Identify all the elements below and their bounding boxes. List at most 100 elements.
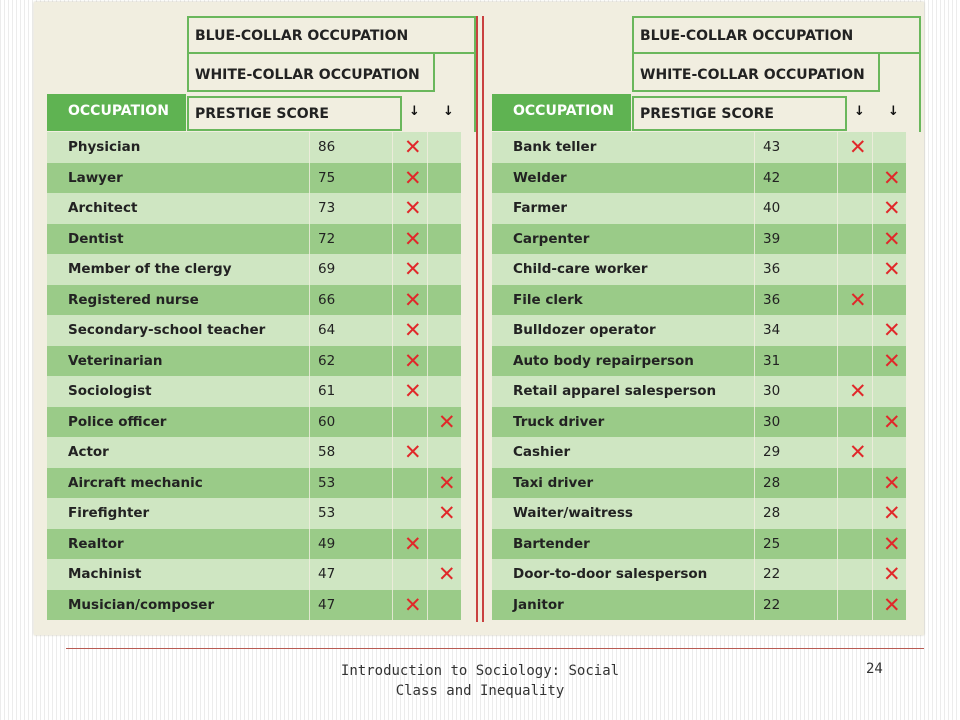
prestige-score: 30: [763, 383, 781, 399]
white-collar-mark-icon: ✕: [404, 592, 422, 617]
column-divider: [872, 437, 873, 468]
table-row: Machinist 47 ✕: [47, 559, 461, 590]
column-divider: [837, 376, 838, 407]
column-divider: [392, 589, 393, 620]
right-table-rows: Bank teller 43 ✕ Welder 42 ✕ Farmer 40 ✕ Carpente…: [492, 132, 906, 620]
occupation-name: Farmer: [513, 200, 568, 216]
prestige-score: 53: [318, 474, 336, 491]
column-divider: [872, 559, 873, 590]
column-divider: [837, 498, 838, 529]
blue-collar-mark-icon: ✕: [883, 318, 901, 342]
table-row: Realtor 49 ✕: [47, 528, 461, 559]
prestige-score-header: PRESTIGE SCORE: [632, 96, 847, 131]
column-divider: [837, 406, 838, 437]
column-divider: [427, 559, 428, 590]
blue-collar-mark-icon: ✕: [883, 348, 901, 373]
column-divider: [754, 406, 755, 437]
column-divider: [309, 437, 310, 468]
prestige-score: 22: [763, 566, 781, 582]
table-row: Lawyer 75 ✕: [47, 162, 461, 193]
column-divider: [872, 467, 873, 498]
column-divider: [309, 528, 310, 559]
column-divider: [837, 559, 838, 590]
occupation-name: File clerk: [513, 291, 583, 308]
column-divider: [309, 406, 310, 437]
table-row: Farmer 40 ✕: [492, 193, 906, 224]
white-collar-mark-icon: ✕: [404, 287, 422, 312]
blue-collar-bracket: [474, 52, 476, 132]
column-divider: [427, 498, 428, 529]
blue-collar-arrow-icon: ↓: [888, 104, 899, 119]
table-row: Retail apparel salesperson 30 ✕: [492, 376, 906, 407]
occupation-name: Door-to-door salesperson: [513, 566, 708, 582]
white-collar-mark-icon: ✕: [404, 318, 422, 342]
white-collar-mark-icon: ✕: [404, 531, 422, 556]
prestige-score: 62: [318, 352, 336, 369]
column-divider: [427, 376, 428, 407]
table-row: Truck driver 30 ✕: [492, 406, 906, 437]
occupation-name: Dentist: [68, 230, 124, 247]
footer-divider: [66, 648, 924, 649]
table-row: Registered nurse 66 ✕: [47, 284, 461, 315]
occupation-name: Musician/composer: [68, 596, 215, 613]
table-row: File clerk 36 ✕: [492, 284, 906, 315]
occupation-name: Carpenter: [513, 230, 590, 247]
prestige-score-header: PRESTIGE SCORE: [187, 96, 402, 131]
column-divider: [754, 589, 755, 620]
column-divider: [754, 467, 755, 498]
column-divider: [754, 315, 755, 346]
column-divider: [309, 376, 310, 407]
column-divider: [392, 345, 393, 376]
column-divider: [309, 162, 310, 193]
white-collar-arrow-icon: ↓: [854, 104, 865, 119]
prestige-score: 36: [763, 291, 781, 308]
occupation-name: Lawyer: [68, 169, 123, 186]
column-divider: [309, 284, 310, 315]
prestige-score: 29: [763, 444, 781, 460]
column-divider: [392, 376, 393, 407]
occupation-name: Taxi driver: [513, 474, 594, 491]
occupation-name: Auto body repairperson: [513, 352, 694, 369]
prestige-score: 39: [763, 230, 781, 247]
column-divider: [392, 254, 393, 285]
table-row: Janitor 22 ✕: [492, 589, 906, 620]
column-divider: [754, 132, 755, 163]
blue-collar-mark-icon: ✕: [438, 562, 456, 586]
white-collar-mark-icon: ✕: [404, 226, 422, 251]
white-collar-header: WHITE-COLLAR OCCUPATION: [632, 52, 880, 92]
blue-collar-mark-icon: ✕: [438, 501, 456, 525]
prestige-score: 40: [763, 200, 781, 216]
prestige-score: 60: [318, 413, 336, 430]
column-divider: [427, 223, 428, 254]
column-divider: [837, 467, 838, 498]
column-divider: [837, 528, 838, 559]
white-collar-mark-icon: ✕: [404, 165, 422, 190]
column-divider: [837, 254, 838, 285]
occupation-name: Truck driver: [513, 413, 605, 430]
column-divider: [754, 284, 755, 315]
white-collar-mark-icon: ✕: [404, 135, 422, 159]
prestige-score: 58: [318, 444, 336, 460]
occupation-name: Registered nurse: [68, 291, 199, 308]
slide-page-number: 24: [866, 661, 883, 677]
table-row: Musician/composer 47 ✕: [47, 589, 461, 620]
column-divider: [754, 437, 755, 468]
prestige-score: 30: [763, 413, 781, 430]
occupation-name: Welder: [513, 169, 567, 186]
prestige-score: 47: [318, 566, 336, 582]
column-divider: [754, 254, 755, 285]
center-divider-left: [476, 16, 478, 622]
column-divider: [872, 315, 873, 346]
center-divider-right: [482, 16, 484, 622]
column-divider: [392, 406, 393, 437]
column-divider: [427, 467, 428, 498]
prestige-score: 28: [763, 505, 781, 521]
prestige-score: 25: [763, 535, 781, 552]
column-divider: [754, 376, 755, 407]
prestige-score: 49: [318, 535, 336, 552]
column-divider: [392, 132, 393, 163]
column-divider: [837, 437, 838, 468]
column-divider: [837, 193, 838, 224]
column-divider: [392, 193, 393, 224]
column-divider: [392, 467, 393, 498]
